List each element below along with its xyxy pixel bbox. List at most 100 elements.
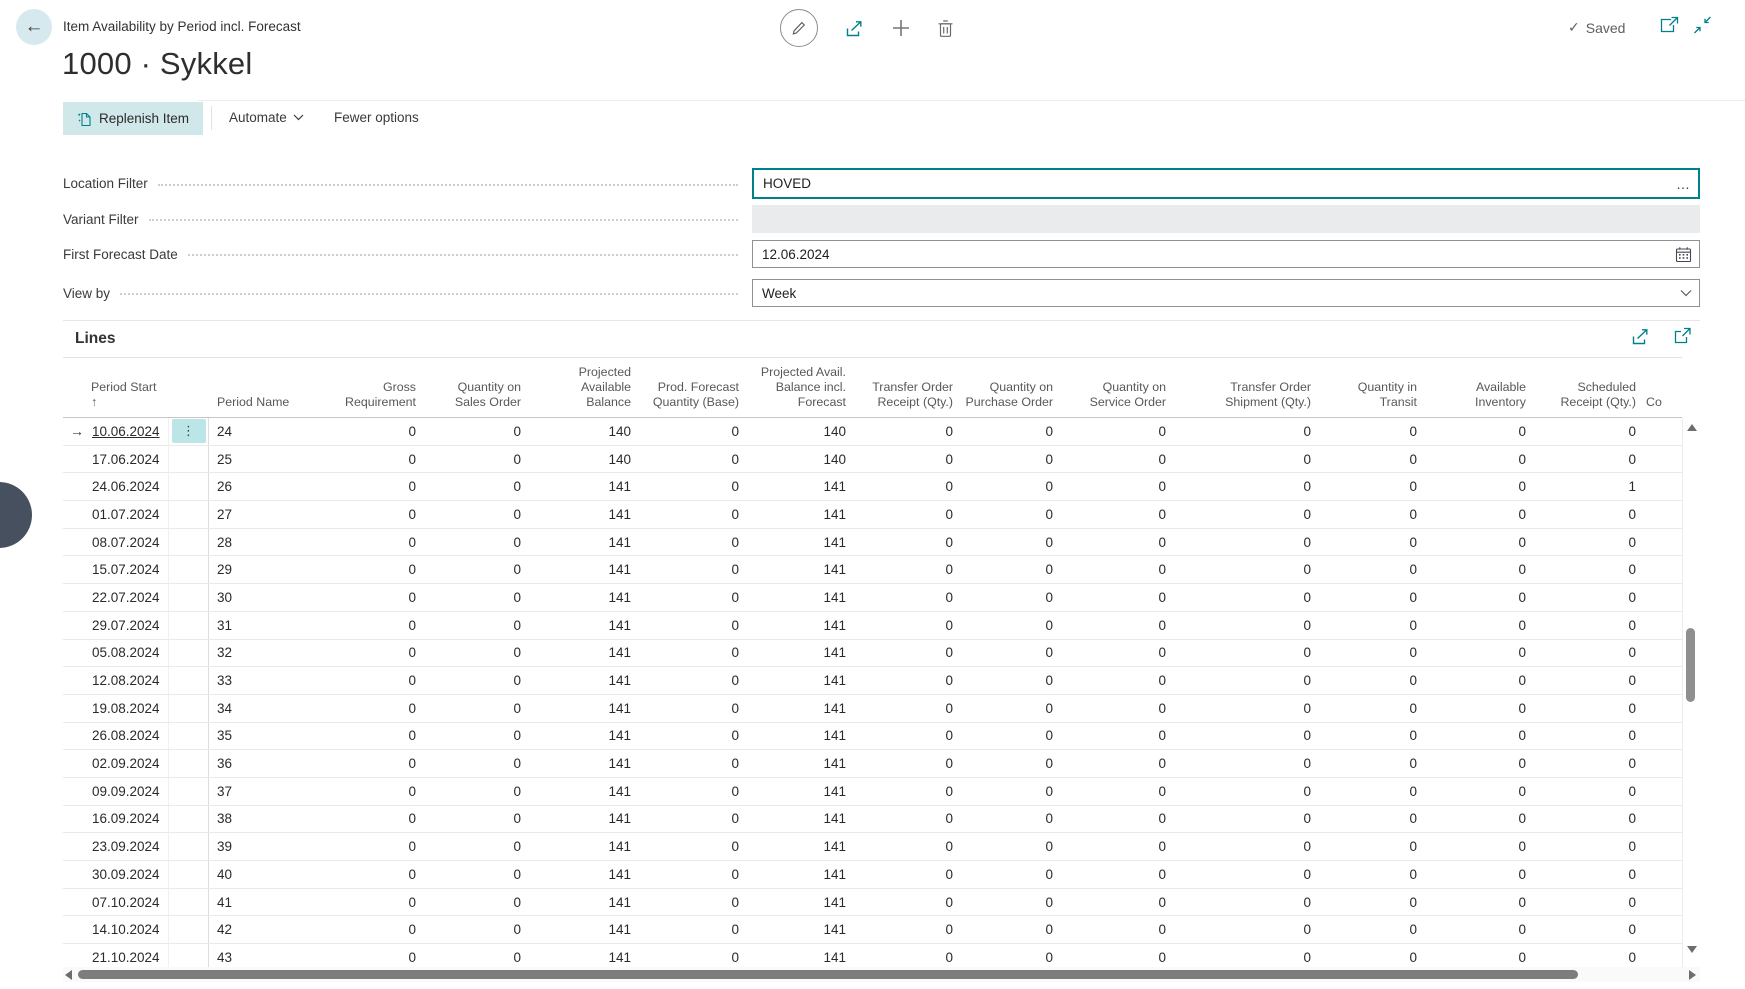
share-lines-icon[interactable] [1630, 327, 1651, 346]
transfer_order_shipment_qty-cell[interactable]: 0 [1303, 756, 1311, 772]
table-row[interactable]: 14.10.2024 42 0 0 141 0 141 0 0 0 0 0 0 0 [63, 916, 1682, 945]
period-start-link[interactable]: 21.10.2024 [91, 944, 169, 967]
qty_on_service_order-cell[interactable]: 0 [1158, 645, 1166, 661]
table-row[interactable]: 02.09.2024 36 0 0 141 0 141 0 0 0 0 0 0 0 [63, 750, 1682, 778]
qty_on_sales_order-cell[interactable]: 0 [513, 728, 521, 744]
projected_avail_balance_incl_forecast-cell[interactable]: 141 [823, 894, 846, 910]
qty_on_purchase_order-cell[interactable]: 0 [1045, 673, 1053, 689]
period-start-link[interactable]: 15.07.2024 [91, 556, 169, 584]
period-start-link[interactable]: 22.07.2024 [91, 584, 169, 611]
qty_in_transit-cell[interactable]: 0 [1409, 506, 1417, 522]
projected_avail_balance_incl_forecast-cell[interactable]: 141 [823, 922, 846, 938]
scroll-right-icon[interactable] [1689, 970, 1696, 980]
period-name-cell[interactable]: 39 [217, 839, 233, 855]
dropdown-chevron-icon[interactable] [1680, 280, 1692, 306]
transfer_order_receipt_qty-cell[interactable]: 0 [945, 949, 953, 965]
gross_requirement-cell[interactable]: 0 [408, 617, 416, 633]
qty_on_service_order-cell[interactable]: 0 [1158, 756, 1166, 772]
gross_requirement-cell[interactable]: 0 [408, 451, 416, 467]
qty_in_transit-cell[interactable]: 0 [1409, 839, 1417, 855]
period-start-link[interactable]: 29.07.2024 [91, 611, 169, 639]
transfer_order_receipt_qty-cell[interactable]: 0 [945, 451, 953, 467]
table-row[interactable]: 22.07.2024 30 0 0 141 0 141 0 0 0 0 0 0 0 [63, 584, 1682, 612]
column-header[interactable]: Period Name [209, 395, 301, 417]
qty_on_service_order-cell[interactable]: 0 [1158, 479, 1166, 495]
period-start-link[interactable]: 16.09.2024 [91, 805, 169, 833]
table-row[interactable]: 12.08.2024 33 0 0 141 0 141 0 0 0 0 0 0 0 [63, 667, 1682, 695]
gross_requirement-cell[interactable]: 0 [408, 589, 416, 605]
gross_requirement-cell[interactable]: 0 [408, 479, 416, 495]
vertical-scrollbar[interactable] [1684, 418, 1699, 967]
gross_requirement-cell[interactable]: 0 [408, 949, 416, 965]
qty_in_transit-cell[interactable]: 0 [1409, 700, 1417, 716]
qty_on_sales_order-cell[interactable]: 0 [513, 894, 521, 910]
column-header[interactable]: Quantity on Service Order [1063, 380, 1176, 417]
gross_requirement-cell[interactable]: 0 [408, 645, 416, 661]
period-start-link[interactable]: 19.08.2024 [91, 694, 169, 722]
column-header[interactable]: Transfer Order Shipment (Qty.) [1176, 380, 1321, 417]
qty_on_sales_order-cell[interactable]: 0 [513, 645, 521, 661]
column-header[interactable]: Co [1646, 395, 1682, 417]
qty_in_transit-cell[interactable]: 0 [1409, 451, 1417, 467]
scroll-up-icon[interactable] [1687, 424, 1697, 431]
prod_forecast_quantity_base-cell[interactable]: 0 [731, 423, 739, 439]
period-name-cell[interactable]: 25 [217, 451, 233, 467]
qty_on_sales_order-cell[interactable]: 0 [513, 839, 521, 855]
qty_on_sales_order-cell[interactable]: 0 [513, 783, 521, 799]
available_inventory-cell[interactable]: 0 [1518, 562, 1526, 578]
gross_requirement-cell[interactable]: 0 [408, 866, 416, 882]
projected_available_balance-cell[interactable]: 141 [608, 839, 631, 855]
prod_forecast_quantity_base-cell[interactable]: 0 [731, 534, 739, 550]
scheduled_receipt_qty-cell[interactable]: 0 [1628, 922, 1636, 938]
available_inventory-cell[interactable]: 0 [1518, 506, 1526, 522]
qty_on_service_order-cell[interactable]: 0 [1158, 700, 1166, 716]
table-row[interactable]: 16.09.2024 38 0 0 141 0 141 0 0 0 0 0 0 0 [63, 805, 1682, 834]
gross_requirement-cell[interactable]: 0 [408, 534, 416, 550]
period-start-link[interactable]: 08.07.2024 [91, 528, 169, 556]
period-start-link[interactable]: 09.09.2024 [91, 777, 169, 805]
scheduled_receipt_qty-cell[interactable]: 0 [1628, 645, 1636, 661]
period-start-link[interactable]: 17.06.2024 [91, 445, 169, 473]
table-row[interactable]: 30.09.2024 40 0 0 141 0 141 0 0 0 0 0 0 0 [63, 861, 1682, 889]
qty_on_sales_order-cell[interactable]: 0 [513, 589, 521, 605]
gross_requirement-cell[interactable]: 0 [408, 922, 416, 938]
qty_in_transit-cell[interactable]: 0 [1409, 866, 1417, 882]
available_inventory-cell[interactable]: 0 [1518, 645, 1526, 661]
available_inventory-cell[interactable]: 0 [1518, 894, 1526, 910]
projected_available_balance-cell[interactable]: 141 [608, 949, 631, 965]
gross_requirement-cell[interactable]: 0 [408, 894, 416, 910]
qty_on_purchase_order-cell[interactable]: 0 [1045, 756, 1053, 772]
period-name-cell[interactable]: 33 [217, 673, 233, 689]
qty_in_transit-cell[interactable]: 0 [1409, 645, 1417, 661]
projected_avail_balance_incl_forecast-cell[interactable]: 140 [823, 451, 846, 467]
transfer_order_receipt_qty-cell[interactable]: 0 [945, 617, 953, 633]
qty_on_purchase_order-cell[interactable]: 0 [1045, 839, 1053, 855]
gross_requirement-cell[interactable]: 0 [408, 839, 416, 855]
projected_available_balance-cell[interactable]: 141 [608, 506, 631, 522]
qty_on_purchase_order-cell[interactable]: 0 [1045, 423, 1053, 439]
qty_on_service_order-cell[interactable]: 0 [1158, 506, 1166, 522]
add-button[interactable] [891, 18, 911, 38]
scheduled_receipt_qty-cell[interactable]: 0 [1628, 839, 1636, 855]
available_inventory-cell[interactable]: 0 [1518, 783, 1526, 799]
edit-button[interactable] [780, 9, 818, 47]
ellipsis-icon[interactable]: … [1676, 175, 1691, 192]
prod_forecast_quantity_base-cell[interactable]: 0 [731, 949, 739, 965]
horizontal-scrollbar[interactable] [63, 967, 1700, 982]
projected_avail_balance_incl_forecast-cell[interactable]: 141 [823, 811, 846, 827]
qty_in_transit-cell[interactable]: 0 [1409, 562, 1417, 578]
transfer_order_shipment_qty-cell[interactable]: 0 [1303, 894, 1311, 910]
minimize-button[interactable] [1693, 16, 1712, 34]
qty_in_transit-cell[interactable]: 0 [1409, 783, 1417, 799]
qty_on_purchase_order-cell[interactable]: 0 [1045, 645, 1053, 661]
transfer_order_shipment_qty-cell[interactable]: 0 [1303, 562, 1311, 578]
projected_avail_balance_incl_forecast-cell[interactable]: 141 [823, 617, 846, 633]
column-header[interactable]: Transfer Order Receipt (Qty.) [856, 380, 963, 417]
side-panel-handle[interactable] [0, 482, 32, 548]
available_inventory-cell[interactable]: 0 [1518, 756, 1526, 772]
table-row[interactable]: → 10.06.2024 ⋮ 24 0 0 140 0 140 0 0 0 0 0 0 0 [63, 418, 1682, 446]
available_inventory-cell[interactable]: 0 [1518, 423, 1526, 439]
available_inventory-cell[interactable]: 0 [1518, 811, 1526, 827]
qty_on_service_order-cell[interactable]: 0 [1158, 451, 1166, 467]
qty_on_service_order-cell[interactable]: 0 [1158, 783, 1166, 799]
